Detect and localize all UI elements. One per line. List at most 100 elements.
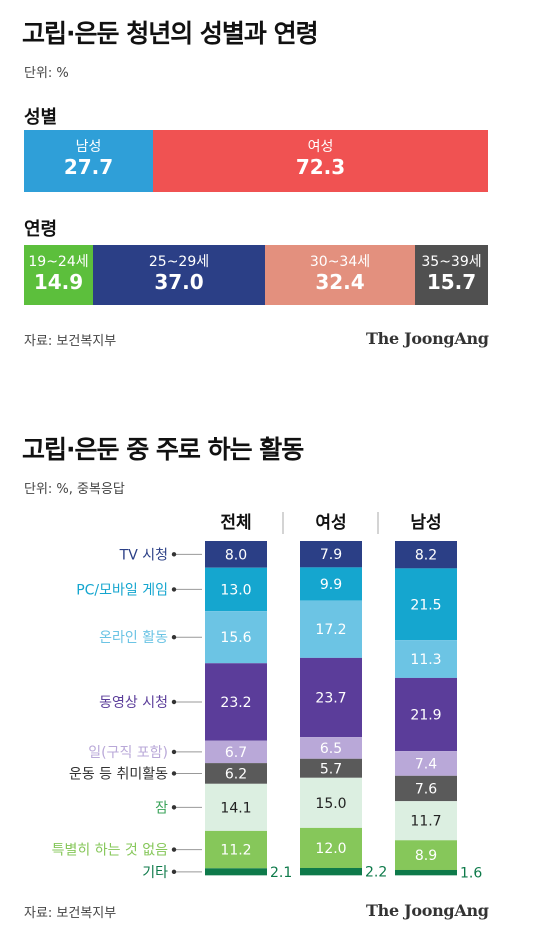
segment-value-label: 11.2: [220, 843, 251, 859]
segment-value-label: 21.9: [410, 708, 441, 724]
series-name-label: TV 시청: [119, 547, 168, 563]
stack-segment: [205, 567, 267, 612]
segment-value-label: 8.2: [415, 548, 437, 564]
segment-value-label: 14.1: [220, 800, 251, 816]
segment-value-label: 7.4: [415, 756, 437, 772]
age-segment: 19~24세 14.9: [24, 245, 93, 305]
section1-title: 고립·은둔 청년의 성별과 연령: [22, 19, 319, 48]
stack-segment: [395, 869, 457, 876]
stack-segment: [300, 777, 362, 828]
stack-segment: [205, 868, 267, 876]
stack-segment: [395, 775, 457, 802]
segment-value-label: 1.6: [460, 866, 482, 882]
leader-dot: [171, 805, 177, 810]
section2-title: 고립·은둔 중 주로 하는 활동: [22, 435, 304, 464]
segment-value-label: 12.0: [315, 841, 346, 857]
age-segment: 30~34세 32.4: [265, 245, 415, 305]
stack-segment: [300, 827, 362, 868]
age-stacked-bar: 19~24세 14.9 25~29세 37.0 30~34세 32.4 35~39세 15.7: [24, 245, 488, 305]
segment-value-label: 11.7: [410, 814, 441, 830]
stack-segment: [395, 568, 457, 641]
series-name-label: 운동 등 취미활동: [69, 766, 168, 782]
segment-value-label: 5.7: [320, 761, 342, 777]
age-segment-value: 37.0: [154, 270, 204, 294]
stack-segment: [395, 801, 457, 841]
column-header: 전체: [220, 513, 251, 533]
leader-dot: [171, 771, 177, 776]
segment-value-label: 23.7: [315, 690, 346, 706]
section1-unit: 단위: %: [24, 66, 69, 81]
segment-value-label: 11.3: [410, 652, 441, 668]
age-segment-label: 19~24세: [28, 254, 89, 270]
stack-segment: [205, 740, 267, 764]
age-segment-value: 32.4: [315, 270, 365, 294]
age-segment: 25~29세 37.0: [93, 245, 265, 305]
gender-segment: 남성 27.7: [24, 130, 153, 192]
stack-segment: [395, 751, 457, 776]
segment-value-label: 15.6: [220, 630, 251, 646]
stack-segment: [205, 763, 267, 784]
age-segment-value: 14.9: [33, 270, 84, 294]
leader-dot: [171, 749, 177, 755]
segment-value-label: 17.2: [315, 622, 346, 638]
series-name-label: 특별히 하는 것 없음: [52, 843, 169, 859]
segment-value-label: 23.2: [220, 695, 251, 711]
section2-source: 자료: 보건복지부: [24, 906, 117, 921]
leader-dot: [171, 587, 177, 592]
stack-segment: [205, 541, 267, 568]
segment-value-label: 2.2: [365, 865, 387, 881]
stack-segment: [395, 840, 457, 870]
stack-segment: [300, 867, 362, 876]
stack-segment: [300, 600, 362, 658]
leader-dot: [171, 552, 177, 557]
section1-source: 자료: 보건복지부: [24, 334, 117, 349]
stack-segment: [205, 783, 267, 831]
stack-segment: [395, 640, 457, 678]
leader-dot: [171, 869, 177, 875]
gender-segment-value: 72.3: [295, 155, 346, 179]
gender-heading: 성별: [24, 107, 58, 128]
segment-value-label: 8.0: [225, 547, 247, 563]
series-name-label: PC/모바일 게임: [76, 582, 168, 598]
gender-segment-label: 남성: [75, 139, 102, 155]
stack-segment: [300, 758, 362, 778]
segment-value-label: 15.0: [315, 796, 346, 812]
segment-value-label: 7.6: [415, 781, 437, 797]
column-header: 여성: [315, 513, 346, 533]
segment-value-label: 6.7: [225, 745, 247, 761]
segment-value-label: 6.5: [320, 741, 342, 757]
series-name-label: 일(구직 포함): [88, 745, 168, 761]
gender-segment: 여성 72.3: [153, 130, 488, 192]
segment-value-label: 21.5: [410, 597, 441, 613]
leader-dot: [171, 699, 177, 705]
stack-segment: [300, 567, 362, 601]
segment-value-label: 6.2: [225, 766, 247, 782]
segment-value-label: 2.1: [270, 865, 292, 881]
stack-segment: [300, 541, 362, 568]
gender-segment-label: 여성: [307, 139, 334, 155]
stack-segment: [395, 541, 457, 569]
gender-stacked-bar: 남성 27.7 여성 72.3: [24, 130, 488, 192]
section2-brand-logo: The JoongAng: [366, 901, 489, 920]
age-segment-label: 35~39세: [421, 254, 482, 270]
age-segment-label: 30~34세: [309, 254, 371, 270]
section1-brand-logo: The JoongAng: [366, 329, 489, 348]
section2-unit: 단위: %, 중복응답: [24, 482, 125, 497]
age-segment: 35~39세 15.7: [415, 245, 488, 305]
series-name-label: 동영상 시청: [99, 695, 168, 711]
series-name-label: 온라인 활동: [99, 630, 168, 646]
leader-dot: [171, 847, 177, 852]
age-heading: 연령: [24, 219, 58, 240]
stack-segment: [300, 737, 362, 759]
segment-value-label: 7.9: [320, 547, 342, 563]
stack-segment: [395, 677, 457, 752]
stack-segment: [205, 611, 267, 664]
series-name-label: 기타: [142, 865, 168, 881]
stack-segment: [205, 830, 267, 869]
segment-value-label: 9.9: [320, 577, 342, 593]
gender-segment-value: 27.7: [63, 155, 114, 179]
segment-value-label: 8.9: [415, 848, 437, 864]
stack-segment: [205, 663, 267, 741]
age-segment-label: 25~29세: [148, 254, 210, 270]
